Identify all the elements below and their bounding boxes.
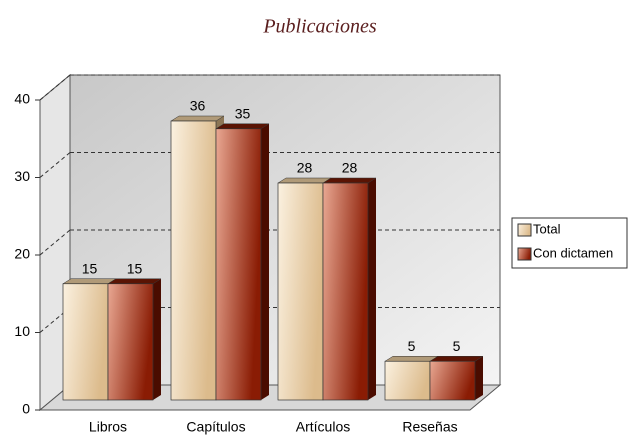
- y-tick-label: 40: [14, 91, 30, 107]
- x-tick-label: Capítulos: [186, 419, 245, 435]
- value-label: 28: [297, 160, 313, 176]
- value-label: 5: [453, 338, 461, 354]
- bar-side: [368, 178, 376, 400]
- bar-top: [322, 177, 377, 184]
- y-tick-label: 10: [14, 323, 30, 339]
- value-label: 35: [235, 105, 251, 121]
- bar: [215, 128, 262, 401]
- y-tick-label: 30: [14, 168, 30, 184]
- legend-swatch: [517, 223, 532, 237]
- bar-top: [107, 278, 162, 284]
- x-tick-label: Reseñas: [402, 419, 457, 435]
- x-tick-label: Libros: [89, 419, 127, 435]
- bar: [170, 120, 217, 401]
- legend-label: Total: [533, 221, 561, 236]
- legend-swatch: [517, 247, 532, 261]
- bar: [277, 182, 324, 401]
- bar-side: [153, 278, 161, 400]
- bar: [429, 360, 476, 401]
- bar-top: [277, 177, 332, 184]
- value-label: 28: [342, 160, 358, 176]
- bar-top: [384, 356, 439, 362]
- bar-side: [261, 123, 269, 400]
- y-tick-label: 0: [22, 401, 30, 417]
- bar-top: [62, 278, 117, 284]
- bar: [384, 360, 431, 401]
- bar: [322, 182, 369, 401]
- value-label: 15: [82, 260, 98, 276]
- x-tick-label: Artículos: [296, 419, 350, 435]
- bar-top: [215, 123, 270, 129]
- value-label: 15: [127, 260, 143, 276]
- bar-side: [475, 356, 483, 400]
- bar: [62, 283, 109, 401]
- bar-top: [170, 115, 225, 122]
- chart-title: Publicaciones: [262, 16, 377, 38]
- y-tick-label: 20: [14, 246, 30, 262]
- value-label: 5: [408, 338, 416, 354]
- bar: [107, 283, 154, 401]
- value-label: 36: [190, 98, 206, 114]
- bar-top: [429, 356, 484, 362]
- legend-label: Con dictamen: [533, 245, 613, 260]
